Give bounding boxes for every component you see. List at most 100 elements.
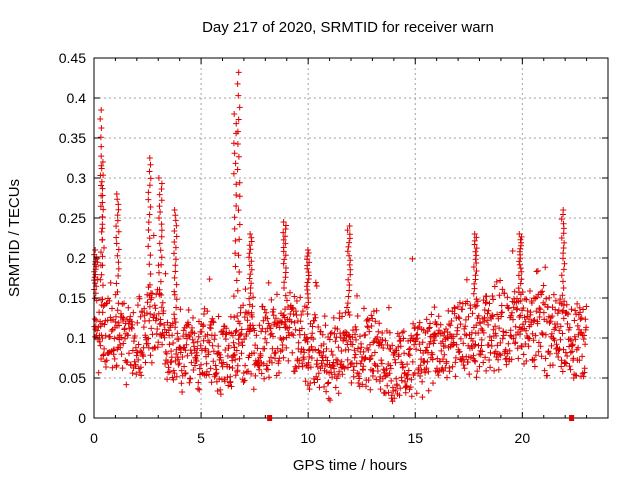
data-point — [314, 363, 321, 370]
data-point — [390, 388, 397, 394]
data-point — [398, 377, 405, 384]
data-point — [362, 354, 369, 361]
data-point — [440, 356, 446, 363]
data-point — [430, 380, 436, 387]
data-point — [339, 313, 346, 320]
data-point — [344, 248, 351, 255]
data-point — [474, 368, 481, 375]
data-point — [307, 380, 314, 387]
data-point — [438, 347, 445, 354]
data-point — [233, 203, 240, 209]
data-point — [477, 351, 484, 358]
data-point — [207, 365, 214, 372]
data-point — [280, 260, 287, 267]
data-point — [200, 322, 207, 328]
data-point — [537, 343, 544, 350]
data-point — [560, 255, 566, 262]
data-point — [236, 104, 243, 111]
data-point — [513, 306, 520, 313]
data-point — [152, 344, 159, 351]
data-point — [368, 352, 375, 359]
data-point — [135, 341, 142, 348]
data-point — [489, 313, 496, 320]
data-point — [97, 323, 104, 330]
data-point — [171, 315, 178, 322]
data-point — [574, 300, 581, 307]
data-point — [284, 297, 290, 304]
data-point — [417, 362, 424, 369]
data-point — [504, 294, 511, 301]
data-point — [406, 346, 413, 353]
data-point — [164, 376, 171, 383]
data-point — [140, 344, 147, 351]
data-point — [552, 306, 559, 313]
data-point — [435, 372, 442, 379]
data-point — [264, 315, 271, 322]
data-point — [101, 321, 108, 328]
data-point — [523, 327, 529, 334]
data-point — [494, 311, 501, 318]
data-point — [303, 283, 310, 290]
data-point — [531, 356, 538, 363]
data-point — [473, 260, 480, 266]
data-point — [431, 304, 438, 311]
data-point — [304, 338, 311, 345]
data-point — [400, 328, 407, 335]
data-point — [235, 340, 242, 347]
data-point — [552, 324, 559, 331]
data-point — [314, 376, 321, 383]
data-point — [457, 321, 464, 328]
data-point — [98, 296, 105, 303]
data-point — [229, 365, 236, 371]
data-point — [329, 362, 336, 369]
data-point — [161, 322, 168, 328]
data-point — [119, 365, 126, 372]
data-point — [234, 128, 241, 135]
data-point — [389, 398, 396, 405]
data-point — [263, 309, 270, 316]
y-tick-label: 0.4 — [67, 90, 87, 106]
data-point — [187, 375, 194, 382]
data-point — [150, 232, 157, 239]
data-point — [208, 379, 215, 386]
data-point — [382, 373, 389, 380]
data-point — [235, 116, 242, 123]
data-point — [479, 348, 486, 355]
data-point — [247, 326, 254, 333]
data-point — [568, 337, 575, 344]
data-point — [185, 307, 192, 313]
data-point — [240, 379, 247, 385]
data-point — [146, 303, 153, 310]
data-point — [324, 357, 331, 364]
data-point — [367, 386, 374, 393]
data-point — [560, 278, 566, 285]
data-point — [364, 316, 371, 323]
data-point — [338, 348, 345, 354]
data-point — [395, 351, 402, 358]
data-point — [472, 248, 479, 255]
data-point — [117, 344, 124, 351]
data-point — [568, 306, 575, 313]
data-point — [156, 269, 162, 276]
data-point — [268, 354, 274, 361]
data-point — [401, 350, 408, 357]
data-point — [530, 337, 537, 344]
data-point — [578, 315, 585, 321]
data-point — [296, 357, 303, 364]
data-point — [212, 362, 219, 369]
data-point — [444, 334, 451, 341]
data-point — [387, 346, 394, 352]
data-point — [223, 325, 230, 332]
data-point — [113, 234, 120, 241]
data-point — [354, 292, 360, 299]
data-point — [559, 308, 566, 315]
data-point — [476, 363, 483, 370]
data-point — [181, 363, 188, 370]
data-gap-markers — [267, 415, 575, 421]
data-point — [234, 166, 241, 173]
data-point — [115, 246, 122, 253]
data-point — [559, 330, 566, 337]
data-point — [561, 260, 568, 267]
data-point — [115, 300, 122, 307]
data-point — [418, 368, 425, 375]
